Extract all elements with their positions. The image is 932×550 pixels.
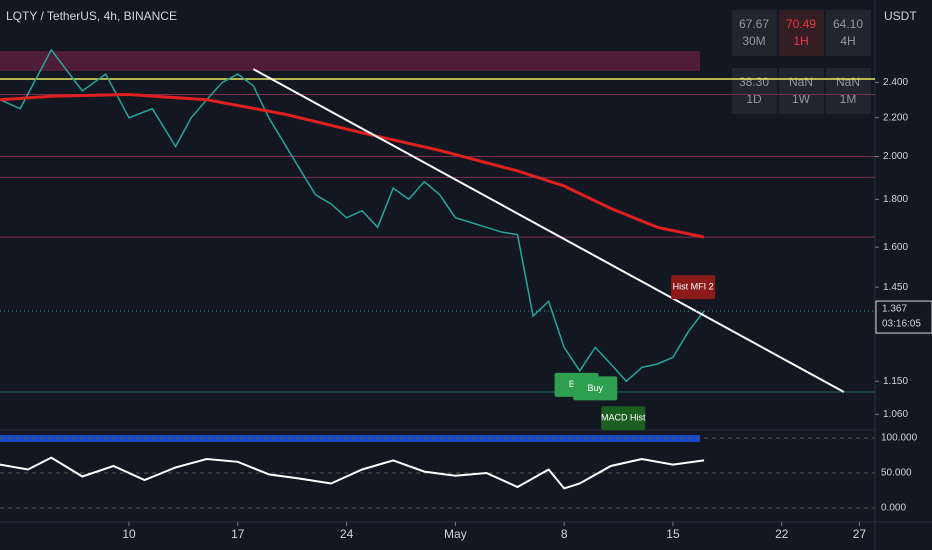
osc-tick-label: 50.000 — [881, 468, 912, 479]
oscillator-line — [0, 456, 705, 490]
table-cell — [826, 68, 871, 114]
table-cell — [779, 68, 824, 114]
level-band — [0, 51, 700, 72]
countdown: 03:16:05 — [882, 319, 921, 330]
currency: USDT — [884, 9, 917, 23]
osc-band — [0, 435, 700, 442]
x-tick-label: 22 — [775, 527, 789, 541]
x-tick-label: 27 — [853, 527, 867, 541]
osc-tick-label: 0.000 — [881, 503, 906, 514]
y-tick-label: 1.800 — [883, 194, 908, 205]
annotation-box — [573, 376, 618, 401]
table-timeframe: 30M — [742, 34, 765, 48]
table-value: 38.30 — [739, 75, 769, 89]
table-timeframe: 1D — [746, 92, 762, 106]
annotation-box — [601, 406, 646, 431]
table-timeframe: 1H — [793, 34, 808, 48]
osc-tick-label: 100.000 — [881, 433, 918, 444]
y-tick-label: 1.150 — [883, 376, 908, 387]
x-tick-label: 8 — [561, 527, 568, 541]
x-tick-label: May — [444, 527, 467, 541]
table-cell — [779, 10, 824, 56]
annotation: Buy — [587, 383, 603, 393]
moving-average — [0, 92, 705, 239]
y-tick-label: 1.600 — [883, 242, 908, 253]
table-value: 70.49 — [786, 17, 816, 31]
table-timeframe: 1M — [840, 92, 857, 106]
chart-title: LQTY / TetherUS, 4h, BINANCE — [6, 9, 177, 23]
last-price: 1.367 — [882, 304, 907, 315]
table-value: NaN — [789, 75, 813, 89]
table-value: 64.10 — [833, 17, 863, 31]
y-tick-label: 2.000 — [883, 151, 908, 162]
y-tick-label: 2.400 — [883, 77, 908, 88]
last-price-box — [875, 300, 932, 334]
x-tick-label: 15 — [666, 527, 680, 541]
y-tick-label: 2.200 — [883, 112, 908, 123]
price-line — [0, 48, 705, 383]
table-cell — [732, 68, 777, 114]
timeframe-table: 67.67 30M 70.49 1H 64.10 4H 38.30 1D NaN 1W NaN 1M — [732, 10, 871, 114]
x-tick-label: 17 — [231, 527, 245, 541]
table-timeframe: 1W — [792, 92, 811, 106]
table-cell — [732, 10, 777, 56]
table-value: NaN — [836, 75, 860, 89]
annotation: Hist MFI 2 — [673, 281, 714, 291]
trendline — [252, 68, 845, 393]
table-timeframe: 4H — [840, 34, 855, 48]
table-value: 67.67 — [739, 17, 769, 31]
x-tick-label: 24 — [340, 527, 354, 541]
y-tick-label: 1.060 — [883, 409, 908, 420]
annotation-box — [671, 275, 716, 300]
y-tick-label: 1.450 — [883, 282, 908, 293]
annotation: MACD Hist — [601, 413, 646, 423]
table-cell — [826, 10, 871, 56]
x-tick-label: 10 — [122, 527, 136, 541]
